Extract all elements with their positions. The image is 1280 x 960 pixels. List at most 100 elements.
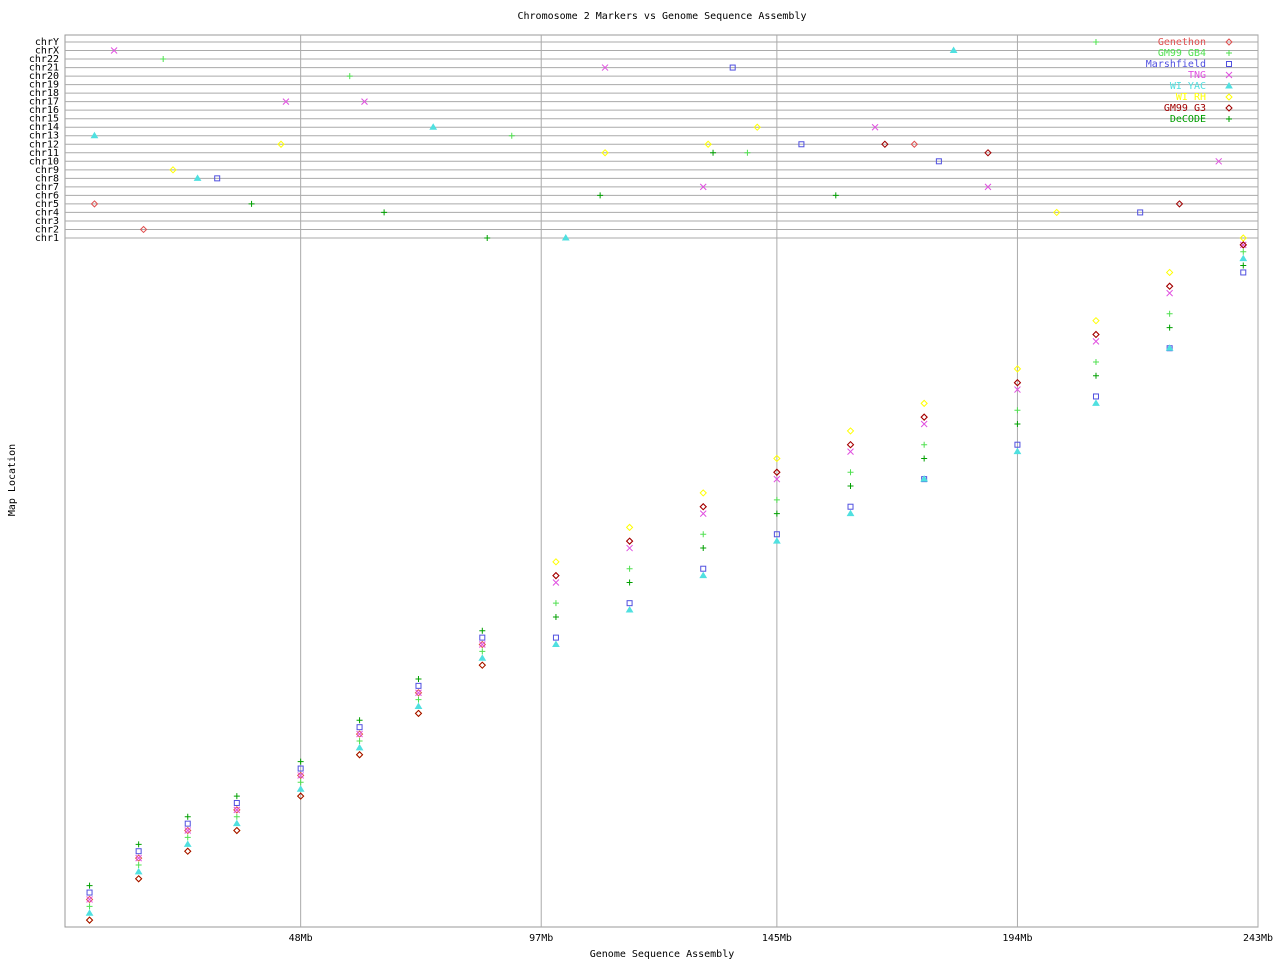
point xyxy=(356,724,363,731)
point xyxy=(233,813,240,820)
point xyxy=(625,606,634,613)
point xyxy=(772,537,781,544)
point xyxy=(1175,200,1184,208)
point xyxy=(949,46,958,54)
point xyxy=(297,779,304,786)
point xyxy=(508,132,515,139)
point xyxy=(277,140,285,148)
point xyxy=(414,689,423,697)
point xyxy=(232,819,241,827)
point xyxy=(184,813,191,820)
point xyxy=(552,613,559,620)
point xyxy=(248,200,255,207)
plot-frame xyxy=(64,34,1259,928)
point xyxy=(920,413,928,421)
x-tick-label: 97Mb xyxy=(529,933,553,944)
point xyxy=(1239,254,1248,262)
chr-label: chr2 xyxy=(35,224,59,235)
point xyxy=(296,792,305,800)
chr-label: chr16 xyxy=(29,105,59,116)
point xyxy=(1053,208,1061,217)
point xyxy=(597,192,604,199)
point xyxy=(798,141,805,148)
x-tick-label: 194Mb xyxy=(1002,933,1032,944)
point xyxy=(552,634,559,641)
point xyxy=(160,56,167,63)
point xyxy=(233,793,240,800)
chr-label: chr20 xyxy=(29,71,59,82)
legend-label: DeCODE xyxy=(1170,114,1206,125)
chr-label: chr4 xyxy=(35,207,59,218)
point xyxy=(184,827,192,834)
point xyxy=(415,682,422,689)
chr-label: chr19 xyxy=(29,80,59,91)
point xyxy=(184,847,192,855)
point xyxy=(700,545,707,552)
point xyxy=(773,496,780,503)
point xyxy=(561,234,570,241)
point xyxy=(1166,324,1173,331)
point xyxy=(552,600,559,607)
chr-label: chr17 xyxy=(29,97,59,108)
point xyxy=(626,565,633,572)
point xyxy=(626,544,633,552)
point xyxy=(984,149,992,157)
point xyxy=(1240,262,1247,269)
point xyxy=(1239,241,1247,249)
point xyxy=(90,131,99,139)
chr-label: chr9 xyxy=(35,165,59,176)
point xyxy=(415,696,422,703)
point xyxy=(1092,330,1100,339)
point xyxy=(625,537,634,545)
point xyxy=(135,861,142,868)
point xyxy=(1240,248,1247,255)
point xyxy=(1239,234,1247,242)
point xyxy=(297,765,304,772)
point xyxy=(1165,282,1174,290)
point xyxy=(135,841,142,848)
point xyxy=(601,64,609,71)
point xyxy=(552,640,560,648)
chr-label: chr13 xyxy=(29,131,59,142)
chr-label: chr8 xyxy=(35,173,59,184)
point xyxy=(699,489,707,497)
point xyxy=(1092,399,1100,406)
point xyxy=(699,503,707,511)
point xyxy=(625,523,634,532)
point xyxy=(85,916,94,924)
x-tick-label: 243Mb xyxy=(1243,933,1273,944)
point xyxy=(86,896,93,903)
point xyxy=(1165,282,1174,290)
point xyxy=(846,440,855,449)
point xyxy=(184,847,192,855)
point xyxy=(1165,268,1174,277)
point xyxy=(1225,38,1233,46)
point xyxy=(847,483,854,490)
point xyxy=(233,806,241,814)
chr-label: chr3 xyxy=(35,216,59,227)
chr-label: chr14 xyxy=(29,122,59,133)
legend-label: WI YAC xyxy=(1170,81,1206,92)
point xyxy=(1225,104,1233,112)
point xyxy=(1215,157,1223,165)
point xyxy=(355,730,364,738)
point xyxy=(139,225,148,234)
point xyxy=(699,510,707,517)
y-axis-label: Map Location xyxy=(7,444,18,516)
point xyxy=(699,571,708,579)
chr-label: chrY xyxy=(35,37,59,48)
point xyxy=(85,909,94,916)
point xyxy=(90,200,99,208)
point xyxy=(773,468,781,476)
chart-title: Chromosome 2 Markers vs Genome Sequence … xyxy=(518,11,807,22)
point xyxy=(920,413,928,421)
chr-label: chr10 xyxy=(29,156,59,167)
x-tick-label: 145Mb xyxy=(762,933,792,944)
legend-label: GM99 GB4 xyxy=(1158,48,1206,59)
point xyxy=(1225,71,1233,79)
point xyxy=(700,565,707,572)
point xyxy=(984,183,992,191)
point xyxy=(847,503,854,510)
chr-label: chrX xyxy=(35,46,59,57)
